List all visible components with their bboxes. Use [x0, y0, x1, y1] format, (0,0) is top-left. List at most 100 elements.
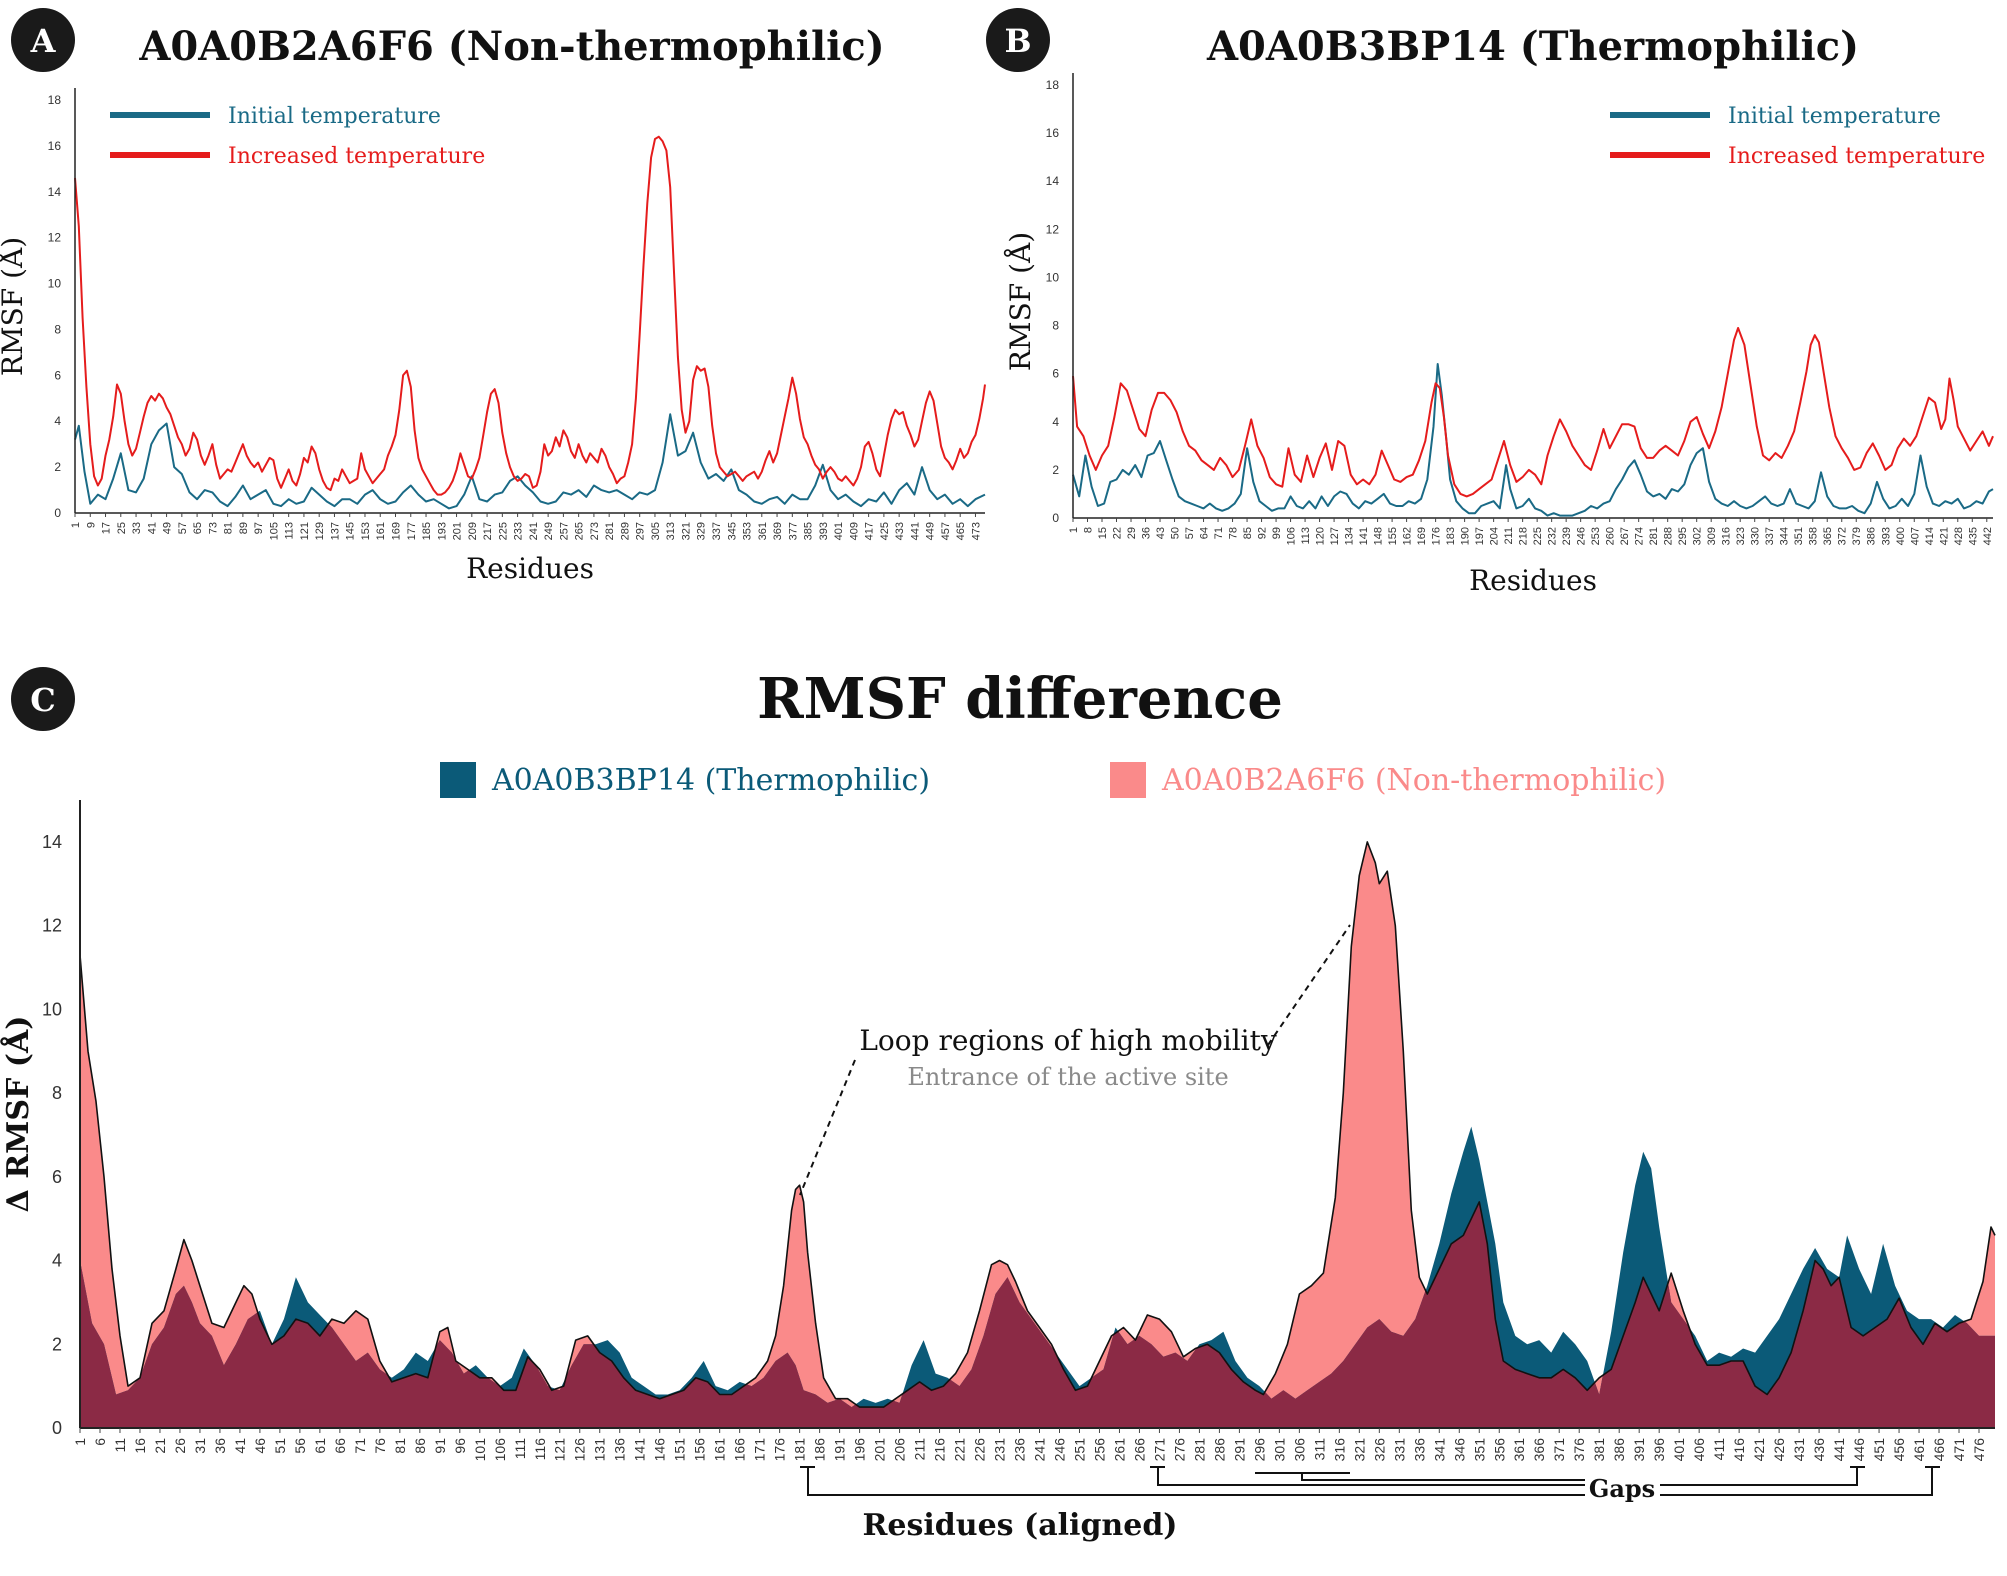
x-tick-label: 171 [752, 1438, 768, 1462]
x-tick-label: 9 [85, 522, 97, 528]
x-tick-label: 400 [1895, 527, 1907, 545]
x-tick-label: 113 [284, 522, 296, 540]
x-tick-label: 1 [72, 1438, 88, 1446]
gap-bracket-461 [1660, 1466, 1940, 1496]
x-tick-label: 321 [1351, 1438, 1367, 1462]
y-tick-label: 2 [54, 460, 61, 474]
series-line-a-0 [74, 413, 986, 510]
x-tick-label: 336 [1411, 1438, 1427, 1462]
x-tick-label: 137 [329, 522, 341, 540]
panel-a-letter: A [30, 22, 57, 60]
x-tick-label: 101 [472, 1438, 488, 1462]
x-tick-label: 289 [619, 522, 631, 540]
x-tick-label: 436 [1811, 1438, 1827, 1462]
x-tick-label: 461 [1911, 1438, 1927, 1462]
x-tick-label: 425 [879, 522, 891, 540]
x-tick-label: 211 [1503, 527, 1515, 545]
x-tick-label: 41 [146, 522, 158, 534]
x-tick-label: 81 [223, 522, 235, 534]
x-tick-label: 267 [1619, 527, 1631, 545]
x-tick-label: 193 [436, 522, 448, 540]
x-tick-label: 73 [207, 522, 219, 534]
x-tick-label: 411 [1711, 1438, 1727, 1461]
x-tick-label: 217 [482, 522, 494, 540]
x-tick-label: 271 [1151, 1438, 1167, 1462]
x-tick-label: 381 [1591, 1438, 1607, 1462]
x-tick-label: 351 [1471, 1438, 1487, 1462]
gap-bracket-271 [1150, 1466, 1585, 1486]
x-tick-label: 64 [1199, 527, 1211, 539]
gap-bracket-441 [1660, 1466, 1865, 1486]
x-tick-label: 316 [1721, 527, 1733, 545]
loop-pointer-left [799, 1059, 856, 1196]
x-tick-label: 197 [1474, 527, 1486, 545]
x-tick-label: 196 [852, 1438, 868, 1462]
panel-c-title: RMSF difference [757, 666, 1283, 732]
x-tick-label: 257 [558, 522, 570, 540]
x-tick-label: 105 [268, 522, 280, 540]
x-tick-label: 421 [1751, 1438, 1767, 1462]
y-tick-label: 0 [1052, 511, 1059, 525]
x-tick-label: 21 [152, 1438, 168, 1454]
x-tick-label: 297 [635, 522, 647, 540]
x-tick-label: 233 [513, 522, 525, 540]
x-tick-label: 186 [812, 1438, 828, 1462]
x-tick-label: 121 [552, 1438, 568, 1462]
legend-label-a-1: Increased temperature [228, 144, 485, 169]
y-tick-label: 16 [48, 139, 62, 153]
panel-c-badge [11, 667, 75, 731]
x-tick-label: 331 [1391, 1438, 1407, 1462]
x-tick-label: 57 [1184, 527, 1196, 539]
y-tick-label: 12 [48, 231, 62, 245]
x-tick-label: 261 [1111, 1438, 1127, 1462]
x-tick-label: 386 [1611, 1438, 1627, 1462]
x-tick-label: 377 [787, 522, 799, 540]
x-tick-label: 329 [696, 522, 708, 540]
x-tick-label: 1 [70, 522, 82, 528]
x-tick-label: 393 [818, 522, 830, 540]
x-tick-label: 295 [1677, 527, 1689, 545]
x-tick-label: 36 [212, 1438, 228, 1454]
x-tick-label: 323 [1735, 527, 1747, 545]
x-tick-label: 337 [1764, 527, 1776, 545]
x-tick-label: 353 [742, 522, 754, 540]
x-tick-label: 358 [1808, 527, 1820, 545]
x-tick-label: 311 [1311, 1438, 1327, 1461]
x-tick-label: 265 [574, 522, 586, 540]
x-tick-label: 166 [732, 1438, 748, 1462]
x-tick-label: 204 [1489, 527, 1501, 545]
x-tick-label: 465 [955, 522, 967, 540]
x-tick-label: 113 [1300, 527, 1312, 545]
x-tick-label: 330 [1750, 527, 1762, 545]
y-tick-label: 2 [1052, 463, 1059, 477]
x-tick-label: 449 [925, 522, 937, 540]
x-tick-label: 417 [864, 522, 876, 540]
legend-label-c-1: A0A0B2A6F6 (Non-thermophilic) [1161, 763, 1666, 798]
area-thermophilic [80, 1126, 1995, 1428]
x-axis-title-b: Residues [1469, 564, 1597, 597]
x-tick-label: 433 [894, 522, 906, 540]
y-tick-label: 14 [1046, 174, 1060, 188]
x-tick-label: 66 [332, 1438, 348, 1454]
y-tick-label: 6 [1052, 367, 1059, 381]
x-tick-label: 177 [406, 522, 418, 540]
legend-label-b-1: Increased temperature [1728, 144, 1985, 169]
x-tick-label: 71 [352, 1438, 368, 1454]
x-tick-label: 162 [1402, 527, 1414, 545]
x-tick-label: 141 [1358, 527, 1370, 545]
x-tick-label: 239 [1561, 527, 1573, 545]
x-tick-label: 169 [1416, 527, 1428, 545]
x-tick-label: 129 [314, 522, 326, 540]
x-tick-label: 416 [1731, 1438, 1747, 1462]
x-tick-label: 281 [604, 522, 616, 540]
x-tick-label: 232 [1547, 527, 1559, 545]
x-tick-label: 361 [757, 522, 769, 540]
y-tick-label: 4 [1052, 415, 1059, 429]
x-tick-label: 17 [101, 522, 113, 534]
x-tick-label: 176 [772, 1438, 788, 1462]
x-tick-label: 442 [1982, 527, 1994, 545]
x-tick-label: 313 [665, 522, 677, 540]
x-tick-label: 116 [532, 1438, 548, 1461]
